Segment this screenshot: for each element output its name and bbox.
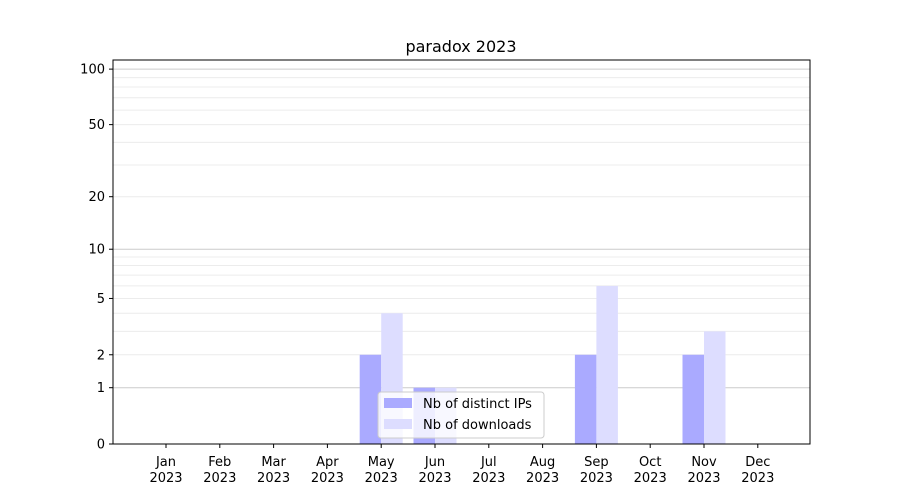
- x-tick-label-month: May: [368, 455, 395, 470]
- x-tick-label-year: 2023: [365, 471, 398, 486]
- y-tick-label: 0: [97, 438, 105, 453]
- y-tick-label: 100: [80, 63, 105, 78]
- x-tick-label-year: 2023: [634, 471, 667, 486]
- x-tick-label-year: 2023: [580, 471, 613, 486]
- bar-distinct-ips: [682, 354, 704, 444]
- x-tick-label-year: 2023: [149, 471, 182, 486]
- x-tick-label-month: Apr: [316, 455, 339, 470]
- y-tick-label: 50: [88, 118, 105, 133]
- y-axis: 0 1 2 5 10 20 50 100: [80, 63, 113, 453]
- y-tick-label: 1: [97, 381, 105, 396]
- x-tick-label-year: 2023: [526, 471, 559, 486]
- x-tick-label-month: Feb: [208, 455, 231, 470]
- legend: Nb of distinct IPs Nb of downloads: [377, 391, 545, 439]
- grid: [113, 68, 810, 389]
- x-tick-label-year: 2023: [311, 471, 344, 486]
- legend-swatch-downloads: [384, 419, 412, 429]
- x-tick-label-year: 2023: [418, 471, 451, 486]
- plot-frame: [112, 59, 811, 445]
- y-tick-label: 2: [97, 348, 105, 363]
- y-tick-label: 5: [97, 292, 105, 307]
- x-tick-label-year: 2023: [203, 471, 236, 486]
- x-tick-label-month: Jan: [155, 455, 176, 470]
- x-tick-label-month: Oct: [639, 455, 661, 470]
- bar-distinct-ips: [359, 354, 382, 444]
- x-tick-label-month: Nov: [691, 455, 717, 470]
- x-tick-label-month: Sep: [584, 455, 609, 470]
- x-tick-label-year: 2023: [257, 471, 290, 486]
- chart-title: paradox 2023: [405, 37, 516, 56]
- legend-label-ips: Nb of distinct IPs: [423, 397, 532, 412]
- x-tick-label-month: Jun: [424, 455, 445, 470]
- x-tick-label-year: 2023: [687, 471, 720, 486]
- x-tick-label-year: 2023: [741, 471, 774, 486]
- bar-distinct-ips: [574, 354, 597, 444]
- legend-label-downloads: Nb of downloads: [423, 418, 532, 433]
- y-tick-label: 20: [88, 190, 105, 205]
- x-tick-label-year: 2023: [472, 471, 505, 486]
- bar-downloads: [704, 331, 726, 444]
- legend-swatch-ips: [384, 398, 412, 408]
- x-tick-label-month: Mar: [261, 455, 286, 470]
- x-tick-label-month: Jul: [480, 455, 497, 470]
- x-axis: Jan2023Feb2023Mar2023Apr2023May2023Jun20…: [149, 444, 774, 486]
- y-tick-label: 10: [88, 243, 105, 258]
- x-tick-label-month: Dec: [745, 455, 770, 470]
- bar-downloads: [596, 285, 618, 444]
- x-tick-label-month: Aug: [530, 455, 555, 470]
